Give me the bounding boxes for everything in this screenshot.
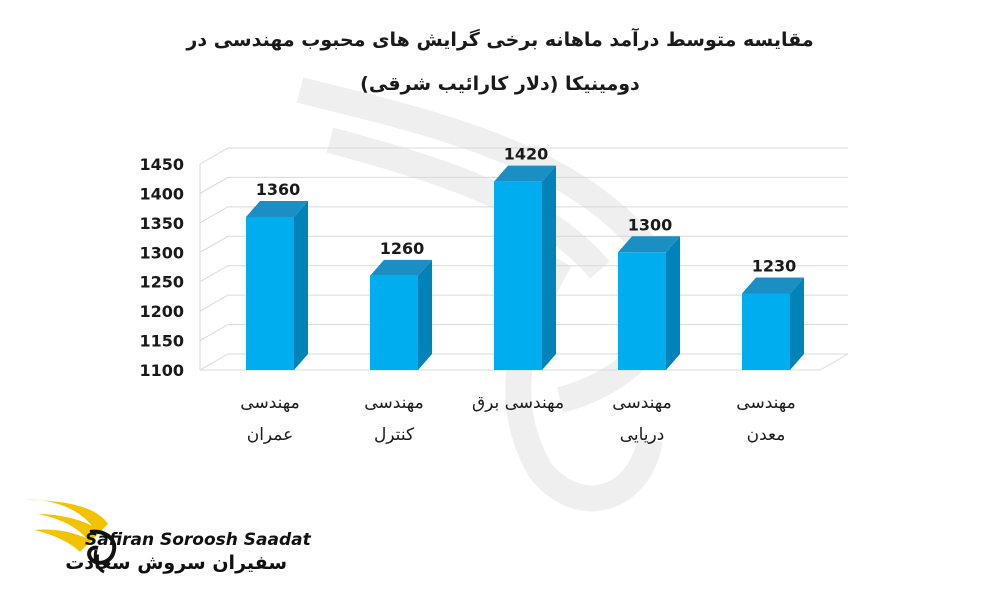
bar (618, 236, 680, 370)
y-tick-label: 1200 (139, 302, 184, 321)
data-label: 1230 (752, 256, 797, 275)
x-category-label: مهندسی (612, 393, 671, 413)
y-tick-label: 1350 (139, 214, 184, 233)
bar-side (294, 200, 308, 370)
x-category-label: مهندسی (736, 393, 795, 413)
bar-side (790, 277, 804, 370)
wing-icon (24, 499, 117, 574)
y-tick-label: 1450 (139, 155, 184, 174)
gridline (199, 147, 848, 165)
bar-front (742, 293, 790, 370)
chart-title: مقایسه متوسط درآمد ماهانه برخی گرایش های… (186, 29, 814, 95)
y-tick-label: 1250 (139, 273, 184, 292)
data-label: 1300 (628, 215, 673, 234)
data-label: 1360 (256, 180, 301, 199)
watermark-wing-graphic (296, 77, 678, 512)
x-category-label: معدن (747, 425, 786, 445)
x-category-label: مهندسی برق (472, 393, 564, 413)
bar-front (246, 216, 294, 370)
data-label: 1260 (380, 239, 425, 258)
bar-side (666, 236, 680, 370)
x-category-label: دریایی (620, 425, 665, 445)
bar-top (618, 236, 680, 253)
bar (370, 259, 432, 370)
y-tick-label: 1100 (139, 361, 184, 380)
x-category-label: کنترل (374, 425, 415, 445)
brand-logo (24, 499, 117, 574)
floor-edge (819, 353, 849, 371)
gridline (199, 176, 848, 194)
data-label: 1420 (504, 145, 549, 164)
bar-top (742, 277, 804, 294)
bar-side (418, 259, 432, 370)
bar-top (494, 165, 556, 182)
brand-name-persian: سفیران سروش سعادت (65, 552, 287, 574)
x-category-label: مهندسی (240, 393, 299, 413)
bar-top (246, 200, 308, 217)
y-tick-label: 1150 (139, 332, 184, 351)
bar-top (370, 259, 432, 276)
x-category-label: مهندسی (364, 393, 423, 413)
bar-front (494, 181, 542, 370)
bar-front (370, 275, 418, 370)
bar-front (618, 252, 666, 370)
x-category-label: عمران (247, 425, 294, 445)
bar (742, 277, 804, 370)
bar (494, 165, 556, 370)
bar (246, 200, 308, 370)
bar-side (542, 165, 556, 370)
brand-name-latin: Safiran Soroosh Saadat (85, 530, 311, 550)
gridline (199, 206, 848, 224)
y-tick-label: 1400 (139, 184, 184, 203)
y-tick-label: 1300 (139, 243, 184, 262)
